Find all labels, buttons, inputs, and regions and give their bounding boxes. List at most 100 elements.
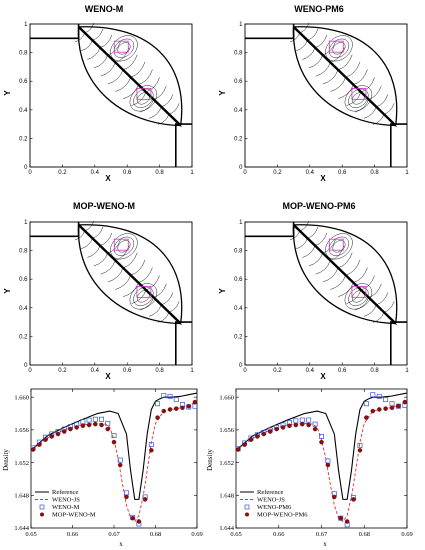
series-circle-point xyxy=(261,431,267,437)
series-square-point xyxy=(167,393,173,399)
contour-line xyxy=(107,239,121,254)
series-circle-point xyxy=(111,439,117,445)
contact-discontinuity xyxy=(294,226,397,326)
contour-line xyxy=(353,267,368,283)
series-circle-point xyxy=(255,434,260,439)
legend-label: WENO-JS xyxy=(257,497,285,504)
series-square-point xyxy=(363,401,369,407)
contour-line xyxy=(140,99,154,113)
y-tick-label: 0.6 xyxy=(234,277,243,283)
x-tick-label: 0.65 xyxy=(25,531,36,538)
x-tick-label: 0.4 xyxy=(306,170,315,176)
series-circle-point xyxy=(149,448,154,453)
contour-line xyxy=(376,94,389,108)
x-tick-label: 0.8 xyxy=(155,368,164,374)
panel-title: MOP-WENO-PM6 xyxy=(283,201,356,211)
contour-line xyxy=(93,252,108,267)
contour-line xyxy=(330,275,346,290)
contact-discontinuity xyxy=(79,28,182,128)
contour-line xyxy=(107,267,124,283)
legend-square-icon xyxy=(244,504,250,510)
y-tick-label: 0.2 xyxy=(234,334,243,340)
series-square-point xyxy=(306,417,312,423)
series-circle-point xyxy=(280,425,286,430)
contour-line xyxy=(133,286,154,306)
contour-line xyxy=(168,301,180,313)
contour-line xyxy=(157,312,170,323)
series-circle-point xyxy=(300,421,305,427)
x-tick-label: 0.68 xyxy=(359,531,370,538)
y-tick-label: 0.6 xyxy=(234,79,243,85)
y-tick-label: 0 xyxy=(239,363,243,369)
x-axis-label: X xyxy=(320,174,326,183)
series-circle-point xyxy=(180,405,185,411)
contour-line xyxy=(113,38,135,58)
y-tick-label: 1.656 xyxy=(14,427,29,434)
series-circle-point xyxy=(192,399,197,405)
shock-curve xyxy=(292,224,396,325)
contour-line xyxy=(344,283,373,310)
contour-line xyxy=(289,32,300,43)
y-tick-label: 0.4 xyxy=(19,108,28,114)
contour-line xyxy=(376,292,389,306)
x-tick-label: 0.69 xyxy=(191,531,202,538)
series-circle-point xyxy=(312,426,318,432)
series-circle-point xyxy=(93,421,98,427)
series-circle-point xyxy=(43,437,48,442)
contour-line xyxy=(322,239,336,254)
y-tick-label: 0.2 xyxy=(19,136,28,142)
contour-line xyxy=(87,47,101,60)
panel-title: WENO-M xyxy=(85,4,124,14)
y-tick-label: 1.644 xyxy=(219,525,234,532)
contour-line xyxy=(115,77,131,92)
contour-line xyxy=(307,226,319,239)
contour-line xyxy=(81,238,93,250)
series-circle-point xyxy=(319,439,324,445)
zoom-box xyxy=(113,40,129,53)
x-tick-label: 0.66 xyxy=(273,531,285,538)
series-circle-point xyxy=(136,519,142,524)
y-tick-label: 0.8 xyxy=(19,51,28,57)
contour-line xyxy=(131,91,147,106)
contour-line xyxy=(348,286,369,306)
contour-line xyxy=(299,22,310,33)
contour-line xyxy=(314,232,328,246)
series-circle-point xyxy=(55,431,61,437)
contact-discontinuity xyxy=(79,226,182,326)
contour-line xyxy=(100,62,116,77)
quadrant-boundary xyxy=(175,321,192,365)
contour-line xyxy=(325,35,353,62)
series-circle-point xyxy=(370,408,376,414)
series-square-point xyxy=(86,417,92,423)
series-circle-point xyxy=(325,462,331,468)
series-square-point xyxy=(111,433,117,439)
legend-label: MOP-WENO-PM6 xyxy=(257,512,308,519)
contour-line xyxy=(360,275,375,291)
plot-area xyxy=(236,392,407,528)
series-reference-line xyxy=(31,392,197,500)
contour-line xyxy=(168,103,180,115)
contour-line xyxy=(322,41,336,56)
series-square-point xyxy=(173,397,179,403)
y-tick-label: 1.648 xyxy=(219,492,234,499)
contour-line xyxy=(383,103,395,115)
x-axis-label: X xyxy=(320,372,326,381)
contour-line xyxy=(74,230,85,241)
x-tick-label: 0.68 xyxy=(150,531,161,538)
series-circle-point xyxy=(37,442,42,447)
y-axis-label: Density xyxy=(206,449,214,471)
x-tick-label: 0.4 xyxy=(91,170,100,176)
series-circle-point xyxy=(396,403,401,409)
quadrant-boundary xyxy=(175,123,192,167)
y-axis-label: Y xyxy=(218,90,227,96)
x-tick-label: 0.67 xyxy=(316,531,328,538)
contour-line xyxy=(345,259,361,276)
series-circle-point xyxy=(186,403,191,409)
contour-line xyxy=(353,69,368,85)
series-square-point xyxy=(155,401,161,407)
contour-line xyxy=(145,275,160,291)
y-tick-label: 1.660 xyxy=(14,394,29,401)
y-tick-label: 1 xyxy=(24,22,28,28)
zoom-box xyxy=(351,87,367,100)
contour-line xyxy=(133,88,154,108)
